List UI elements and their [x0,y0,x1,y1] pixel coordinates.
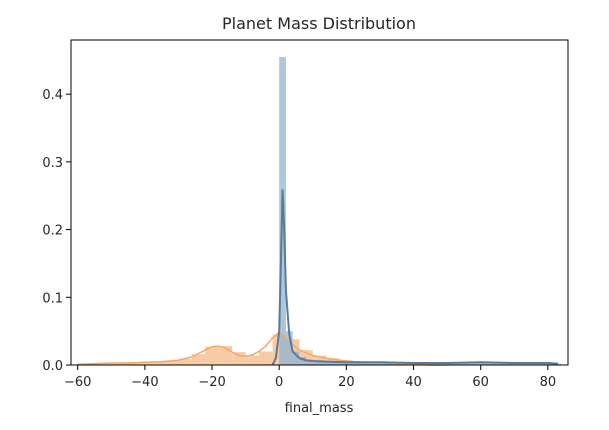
histogram-bar [339,362,354,365]
histogram-bar [245,355,260,365]
y-tick-label: 0.0 [42,359,63,374]
histogram-bar [178,358,192,365]
histogram-bar [480,362,515,365]
x-tick-label: 0 [275,375,283,390]
histogram-bar [447,362,481,365]
histogram-bar [326,361,340,365]
histogram-bar [312,355,327,365]
histogram-bar [312,360,327,365]
chart-title: Planet Mass Distribution [222,14,416,33]
kde-line [271,189,558,366]
histogram-bar [353,362,380,365]
y-tick-label: 0.4 [42,88,63,103]
x-tick-label: 60 [472,375,489,390]
x-axis-label: final_mass [285,401,354,416]
histogram-bar [232,352,246,365]
histogram-bar [138,362,152,365]
histogram-bar [124,362,139,365]
histogram-bar [191,354,206,365]
histogram-bar [285,331,293,365]
histogram-bar [151,361,166,365]
histogram-bar [413,362,448,365]
y-tick-label: 0.3 [42,156,63,171]
x-tick-label: 40 [405,375,422,390]
histogram-bar [259,351,273,365]
histogram-bar [514,362,548,365]
histogram-bar [165,360,179,365]
y-tick-label: 0.2 [42,224,63,239]
x-axis: −60 −40 −20 0 20 40 60 80 [64,365,556,390]
x-tick-label: 20 [338,375,355,390]
kde-layer [77,189,558,366]
x-tick-label: 80 [540,375,557,390]
histogram-bar [111,362,125,365]
histogram-bar [205,346,219,365]
histogram-bar [306,359,313,365]
x-tick-label: −60 [64,375,91,390]
plot-frame [70,39,569,366]
histogram-bar [292,351,300,365]
x-tick-label: −40 [131,375,158,390]
x-tick-label: −20 [198,375,225,390]
y-tick-label: 0.1 [42,291,63,306]
histogram-bar [299,356,307,366]
y-axis: 0.0 0.1 0.2 0.3 0.4 [42,88,71,374]
